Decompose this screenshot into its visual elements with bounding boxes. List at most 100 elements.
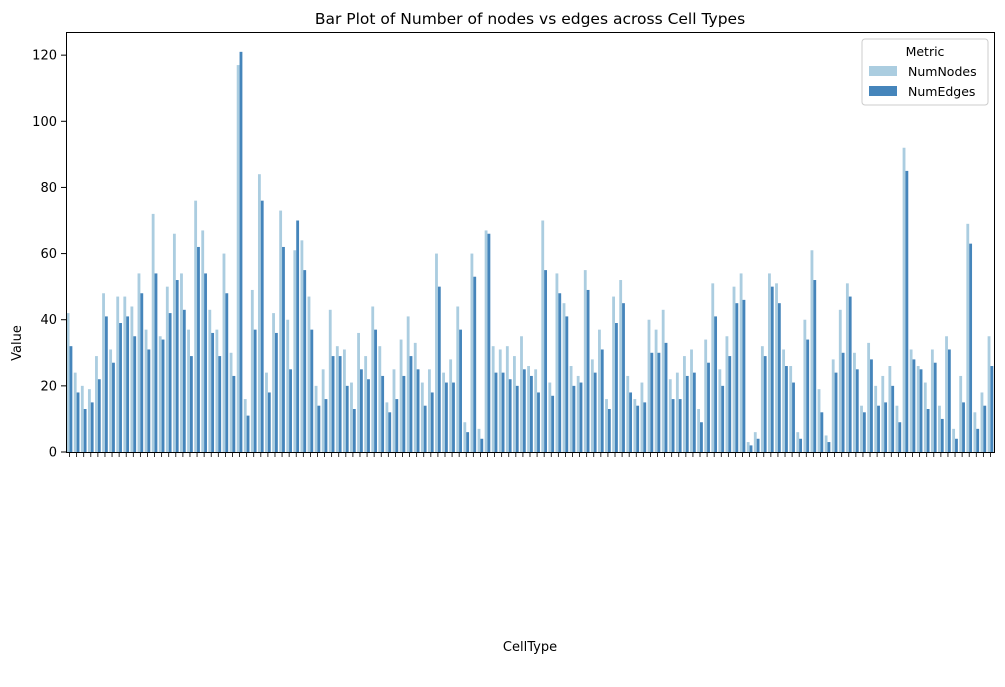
bar-numedges-56 (466, 432, 470, 452)
bar-numedges-28 (267, 392, 271, 452)
bar-numnodes-78 (619, 280, 623, 452)
bar-numnodes-54 (449, 359, 453, 452)
bar-numedges-6 (112, 362, 115, 452)
bar-numnodes-94 (732, 286, 736, 452)
bar-numnodes-89 (697, 409, 701, 452)
bar-numedges-76 (607, 409, 611, 452)
bar-numnodes-121 (923, 382, 927, 452)
bar-numnodes-126 (959, 375, 963, 452)
bar-numedges-80 (636, 405, 640, 452)
bar-numedges-73 (586, 289, 590, 452)
bar-numedges-45 (388, 412, 392, 452)
bar-numedges-65 (530, 375, 533, 452)
bar-numnodes-59 (484, 230, 488, 452)
bar-numedges-101 (785, 366, 788, 452)
bar-numnodes-1 (73, 372, 77, 452)
bar-numnodes-127 (966, 223, 970, 452)
bar-numedges-60 (494, 372, 498, 452)
bar-numnodes-82 (647, 319, 651, 452)
y-tick-label-0: 0 (49, 446, 57, 461)
bar-numedges-1 (76, 392, 80, 452)
bar-numedges-11 (147, 349, 151, 452)
bar-numnodes-32 (293, 250, 297, 452)
bar-numnodes-16 (180, 273, 183, 452)
bar-numnodes-35 (314, 385, 318, 452)
bar-numnodes-65 (527, 366, 530, 452)
bar-numedges-36 (324, 399, 328, 452)
bar-numnodes-103 (796, 432, 800, 452)
bar-numnodes-68 (548, 382, 552, 452)
bar-numedges-32 (296, 220, 300, 452)
bar-numnodes-61 (498, 349, 502, 452)
bar-numnodes-4 (95, 356, 98, 452)
bar-numedges-53 (444, 382, 448, 452)
bar-numedges-110 (848, 296, 852, 452)
bar-numedges-86 (678, 399, 682, 452)
legend-title: Metric (906, 44, 945, 59)
bar-numedges-68 (551, 395, 555, 452)
bar-numedges-64 (522, 369, 526, 452)
bar-numnodes-48 (406, 316, 410, 452)
bar-numedges-37 (331, 356, 335, 452)
bar-numedges-130 (990, 366, 994, 452)
bar-numnodes-88 (690, 349, 693, 452)
bar-numedges-5 (104, 316, 108, 452)
bar-numnodes-52 (435, 253, 438, 452)
bar-numedges-100 (777, 303, 781, 452)
bar-numnodes-57 (470, 253, 474, 452)
bar-numedges-70 (565, 316, 569, 452)
bar-numnodes-27 (257, 174, 261, 452)
bar-numnodes-108 (831, 359, 835, 452)
bar-numedges-116 (891, 385, 895, 452)
y-tick-label-2: 40 (40, 313, 57, 328)
bar-numedges-2 (83, 409, 87, 452)
bar-numnodes-14 (165, 286, 169, 452)
bar-numnodes-10 (137, 273, 141, 452)
bar-numnodes-28 (265, 372, 268, 452)
bar-numnodes-50 (420, 382, 424, 452)
bar-numnodes-95 (739, 273, 743, 452)
bar-numedges-77 (615, 323, 618, 452)
bar-numnodes-113 (867, 342, 871, 452)
bar-numnodes-107 (824, 435, 828, 452)
bar-numnodes-92 (718, 369, 722, 452)
bar-numedges-115 (884, 402, 888, 452)
bar-numedges-104 (806, 339, 810, 452)
bar-numnodes-36 (321, 369, 325, 452)
bar-numedges-75 (600, 349, 604, 452)
bar-numedges-111 (855, 369, 859, 452)
bar-numnodes-129 (980, 392, 984, 452)
bar-numedges-91 (714, 316, 718, 452)
bar-numnodes-56 (463, 422, 467, 452)
bar-numedges-90 (707, 362, 710, 452)
bar-numedges-74 (593, 372, 597, 452)
bar-numedges-27 (260, 200, 264, 452)
bar-numedges-33 (303, 270, 307, 452)
bar-numedges-16 (182, 309, 186, 452)
bar-numedges-46 (395, 399, 399, 452)
bar-numedges-4 (97, 379, 101, 452)
bar-numedges-126 (962, 402, 965, 452)
bar-numnodes-13 (158, 336, 162, 452)
bar-numedges-10 (140, 293, 144, 452)
bars-group (66, 51, 994, 453)
bar-numnodes-106 (817, 389, 821, 452)
y-tick-label-3: 60 (40, 247, 57, 262)
bar-numnodes-125 (952, 428, 956, 452)
bar-numnodes-104 (803, 319, 807, 452)
bar-numnodes-100 (775, 283, 778, 452)
bar-numedges-21 (218, 356, 222, 452)
bar-numedges-69 (558, 293, 562, 452)
bar-numedges-14 (168, 313, 172, 452)
bar-numedges-72 (579, 382, 583, 452)
bar-numnodes-2 (80, 385, 84, 452)
bar-numedges-20 (211, 332, 215, 452)
bar-numedges-44 (381, 375, 385, 452)
bar-numedges-8 (126, 316, 130, 452)
bar-numedges-67 (544, 270, 547, 452)
bar-numnodes-73 (583, 270, 587, 452)
bar-numedges-39 (345, 385, 349, 452)
bar-numnodes-77 (612, 296, 615, 452)
bar-numedges-83 (657, 352, 661, 452)
bar-numedges-15 (175, 280, 179, 452)
